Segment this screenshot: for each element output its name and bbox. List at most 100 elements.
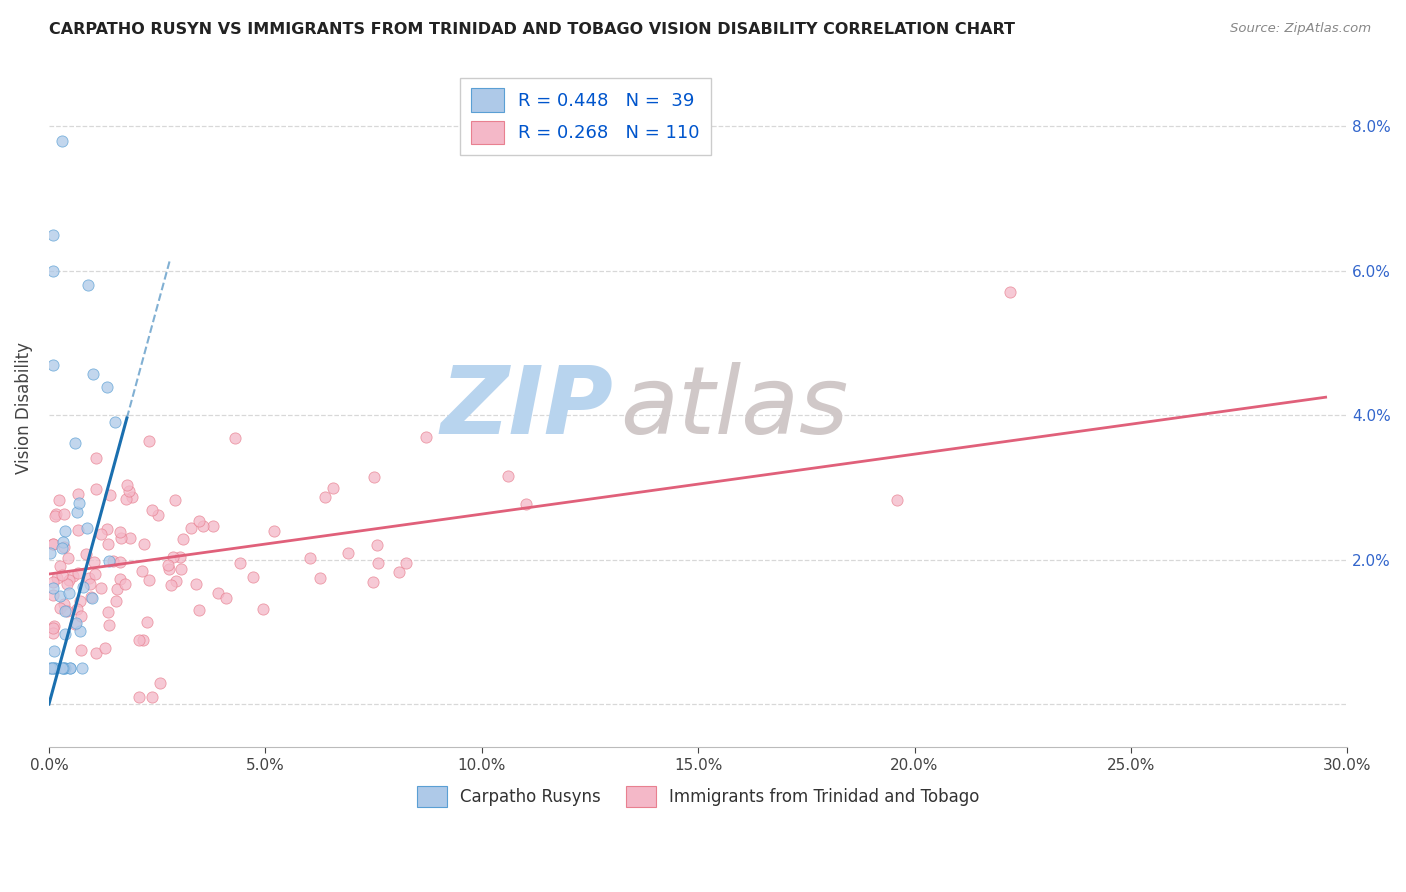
- Point: [63, 436, 86, 450]
- Point: [77, 571, 100, 585]
- Point: [367, 556, 389, 570]
- Point: [224, 431, 246, 445]
- Point: [156, 558, 179, 573]
- Point: [96, 522, 118, 536]
- Point: [48, 558, 70, 573]
- Point: [104, 416, 127, 430]
- Point: [53, 524, 76, 539]
- Text: CARPATHO RUSYN VS IMMIGRANTS FROM TRINIDAD AND TOBAGO VISION DISABILITY CORRELAT: CARPATHO RUSYN VS IMMIGRANTS FROM TRINID…: [49, 22, 1015, 37]
- Point: [44, 508, 66, 523]
- Point: [70, 661, 93, 675]
- Point: [128, 632, 150, 647]
- Point: [395, 557, 418, 571]
- Point: [82, 367, 104, 381]
- Point: [96, 379, 118, 393]
- Point: [77, 278, 100, 293]
- Point: [51, 661, 73, 675]
- Point: [42, 358, 65, 372]
- Point: [51, 541, 73, 555]
- Point: [108, 572, 131, 586]
- Point: [94, 641, 117, 656]
- Point: [66, 486, 89, 500]
- Point: [84, 450, 107, 465]
- Point: [51, 567, 73, 582]
- Point: [42, 575, 65, 590]
- Point: [114, 492, 136, 507]
- Point: [79, 577, 101, 591]
- Point: [515, 497, 537, 511]
- Point: [134, 537, 156, 551]
- Point: [148, 508, 170, 522]
- Point: [138, 573, 160, 587]
- Point: [56, 577, 79, 591]
- Point: [42, 621, 65, 635]
- Point: [83, 555, 105, 569]
- Point: [387, 566, 409, 580]
- Point: [141, 503, 163, 517]
- Point: [186, 577, 208, 591]
- Text: atlas: atlas: [620, 362, 848, 453]
- Point: [53, 661, 76, 675]
- Point: [53, 661, 76, 675]
- Point: [97, 605, 120, 619]
- Point: [207, 586, 229, 600]
- Point: [51, 134, 73, 148]
- Point: [69, 624, 91, 639]
- Point: [115, 478, 138, 492]
- Point: [80, 590, 103, 604]
- Point: [138, 434, 160, 448]
- Point: [70, 608, 93, 623]
- Point: [157, 562, 180, 576]
- Point: [65, 616, 87, 631]
- Point: [53, 507, 76, 521]
- Point: [121, 490, 143, 504]
- Point: [165, 492, 187, 507]
- Point: [180, 521, 202, 535]
- Point: [42, 581, 65, 595]
- Point: [886, 493, 908, 508]
- Point: [58, 585, 80, 599]
- Point: [84, 646, 107, 660]
- Point: [58, 550, 80, 565]
- Point: [193, 519, 215, 533]
- Point: [132, 633, 155, 648]
- Point: [120, 532, 142, 546]
- Point: [415, 430, 437, 444]
- Point: [172, 532, 194, 546]
- Point: [72, 580, 94, 594]
- Point: [141, 690, 163, 704]
- Point: [98, 488, 121, 502]
- Point: [59, 661, 82, 675]
- Point: [39, 546, 62, 560]
- Point: [998, 285, 1021, 300]
- Point: [55, 627, 77, 641]
- Point: [298, 551, 321, 566]
- Point: [42, 537, 65, 551]
- Point: [84, 567, 107, 582]
- Point: [252, 602, 274, 616]
- Point: [187, 602, 209, 616]
- Point: [108, 555, 131, 569]
- Point: [44, 618, 66, 632]
- Point: [498, 469, 520, 483]
- Point: [67, 566, 90, 580]
- Point: [53, 597, 76, 611]
- Point: [162, 549, 184, 564]
- Y-axis label: Vision Disability: Vision Disability: [15, 342, 32, 474]
- Point: [70, 643, 93, 657]
- Point: [52, 661, 75, 675]
- Point: [97, 536, 120, 550]
- Point: [366, 538, 388, 552]
- Point: [55, 604, 77, 618]
- Point: [44, 661, 66, 675]
- Point: [110, 531, 132, 545]
- Point: [52, 534, 75, 549]
- Point: [108, 524, 131, 539]
- Text: ZIP: ZIP: [441, 362, 614, 454]
- Point: [90, 581, 112, 595]
- Point: [263, 524, 285, 538]
- Point: [336, 546, 359, 560]
- Legend: Carpatho Rusyns, Immigrants from Trinidad and Tobago: Carpatho Rusyns, Immigrants from Trinida…: [411, 779, 986, 814]
- Point: [41, 661, 63, 675]
- Point: [66, 505, 89, 519]
